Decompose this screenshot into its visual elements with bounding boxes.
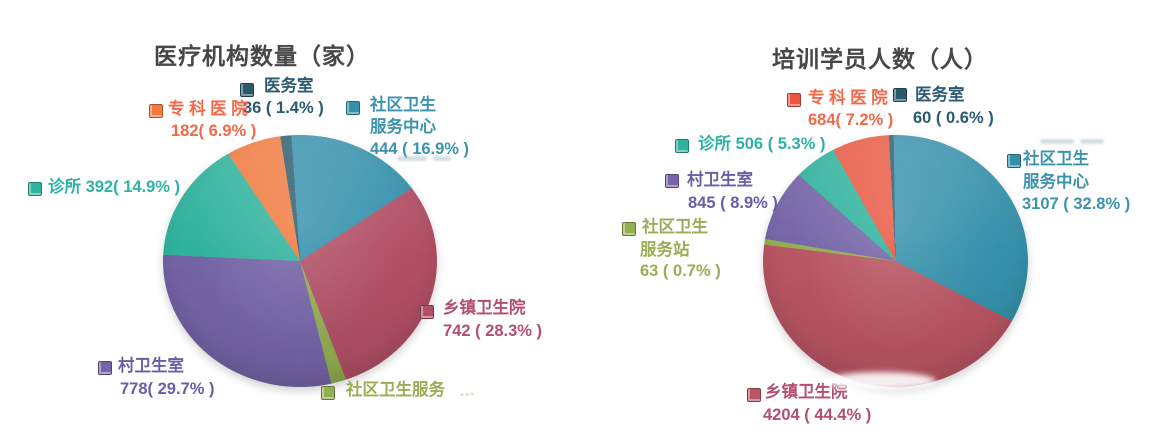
legend-swatch [787,93,801,107]
erased-text-artifact [1040,139,1074,144]
erased-text-artifact [433,156,451,161]
legend-label: 医务室 [264,77,314,95]
chart-title-trainees: 培训学员人数（人） [772,46,988,72]
whiteout-smudge-artifact [826,372,936,390]
legend-value: 182( 6.9% ) [171,122,257,140]
legend-value: 3107 ( 32.8% ) [1022,195,1131,213]
legend-label: 服务中心 [370,118,436,136]
legend-swatch [346,101,360,115]
legend-swatch [747,388,761,402]
legend-swatch [622,222,636,236]
legend-label: 社区卫生服务 [346,381,445,399]
legend-label: 专 科 医 院 [808,89,888,107]
legend-value: 60 ( 0.6% ) [913,109,994,127]
pie-trainees [763,135,1028,387]
legend-swatch [675,139,689,153]
legend-label: 诊所 506 ( 5.3% ) [698,135,826,153]
legend-value: 444 ( 16.9% ) [370,140,470,158]
legend-swatch [321,386,335,400]
legend-value: 742 ( 28.3% ) [443,322,543,340]
legend-swatch [893,88,907,102]
legend-label: 专 科 医 院 [168,100,248,118]
truncated-label-mark: --- [459,387,476,401]
legend-value: 684( 7.2% ) [808,111,894,129]
legend-swatch [98,361,112,375]
legend-swatch [665,174,679,188]
legend-label: 乡镇卫生院 [443,299,526,317]
legend-swatch [1007,154,1021,168]
legend-label: 社区卫生 [1023,150,1089,168]
erased-text-artifact [1080,139,1104,144]
legend-label: 服务中心 [1023,173,1089,191]
legend-label: 医务室 [915,86,965,104]
legend-label: 诊所 392( 14.9% ) [48,178,181,196]
legend-label: 村卫生室 [687,171,753,189]
legend-label: 社区卫生 [370,96,436,114]
legend-label: 社区卫生 [642,218,708,236]
legend-value: 778( 29.7% ) [120,380,215,398]
legend-label: 乡镇卫生院 [765,383,848,401]
legend-swatch [420,305,434,319]
legend-value: 63 ( 0.7% ) [640,262,721,280]
erased-text-artifact [397,156,427,161]
legend-swatch [240,83,254,97]
legend-value: 36 ( 1.4% ) [243,99,324,117]
legend-value: 4204 ( 44.4% ) [763,406,872,424]
pie-medical-institutions [163,135,437,387]
legend-swatch [28,182,42,196]
legend-label: 服务站 [640,241,690,259]
legend-label: 村卫生室 [118,357,184,375]
legend-value: 845 ( 8.9% ) [688,194,778,212]
chart-title-medical-institutions: 医疗机构数量（家） [154,43,370,69]
legend-swatch [149,104,163,118]
